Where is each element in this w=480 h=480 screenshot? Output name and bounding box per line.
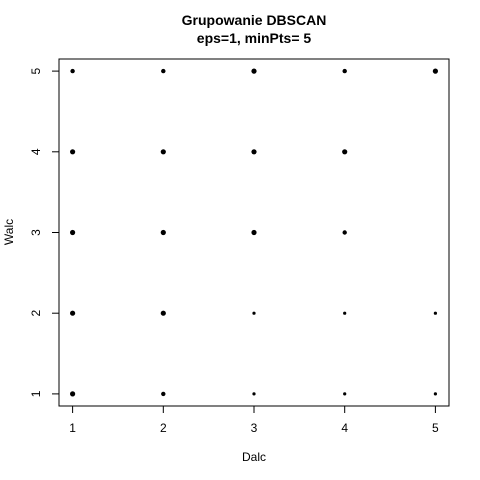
data-point xyxy=(432,68,438,74)
data-point xyxy=(252,311,256,315)
chart-subtitle: eps=1, minPts= 5 xyxy=(197,30,312,46)
data-point xyxy=(70,310,76,316)
y-axis: 1 2 3 4 5 xyxy=(29,67,60,397)
data-point xyxy=(251,68,257,74)
x-axis: 1 2 3 4 5 xyxy=(69,405,439,435)
data-point xyxy=(70,229,76,236)
y-tick-label: 4 xyxy=(29,148,43,155)
y-tick-label: 5 xyxy=(29,67,43,74)
x-tick-label: 3 xyxy=(251,421,258,435)
data-point xyxy=(251,229,257,236)
data-point xyxy=(433,311,437,315)
data-point xyxy=(160,310,166,316)
y-tick-label: 2 xyxy=(29,310,43,317)
y-tick-label: 1 xyxy=(29,390,43,397)
data-point xyxy=(70,68,75,74)
data-point xyxy=(70,391,76,397)
y-tick-label: 3 xyxy=(29,229,43,236)
data-points xyxy=(70,68,438,397)
x-tick-label: 4 xyxy=(341,421,348,435)
x-tick-label: 1 xyxy=(69,421,76,435)
data-point xyxy=(70,149,76,155)
x-tick-label: 5 xyxy=(432,421,439,435)
data-point xyxy=(433,392,437,396)
data-point xyxy=(342,68,347,74)
data-point xyxy=(343,392,347,396)
data-point xyxy=(342,149,348,155)
y-axis-label: Walc xyxy=(2,219,16,245)
data-point xyxy=(342,230,347,235)
data-point xyxy=(251,149,257,155)
data-point xyxy=(161,391,166,397)
x-axis-label: Dalc xyxy=(242,450,266,464)
data-point xyxy=(252,392,256,396)
data-point xyxy=(343,311,347,315)
data-point xyxy=(161,68,166,74)
chart-title: Grupowanie DBSCAN xyxy=(182,12,327,28)
x-tick-label: 2 xyxy=(160,421,167,435)
data-point xyxy=(160,149,166,155)
data-point xyxy=(160,229,166,236)
